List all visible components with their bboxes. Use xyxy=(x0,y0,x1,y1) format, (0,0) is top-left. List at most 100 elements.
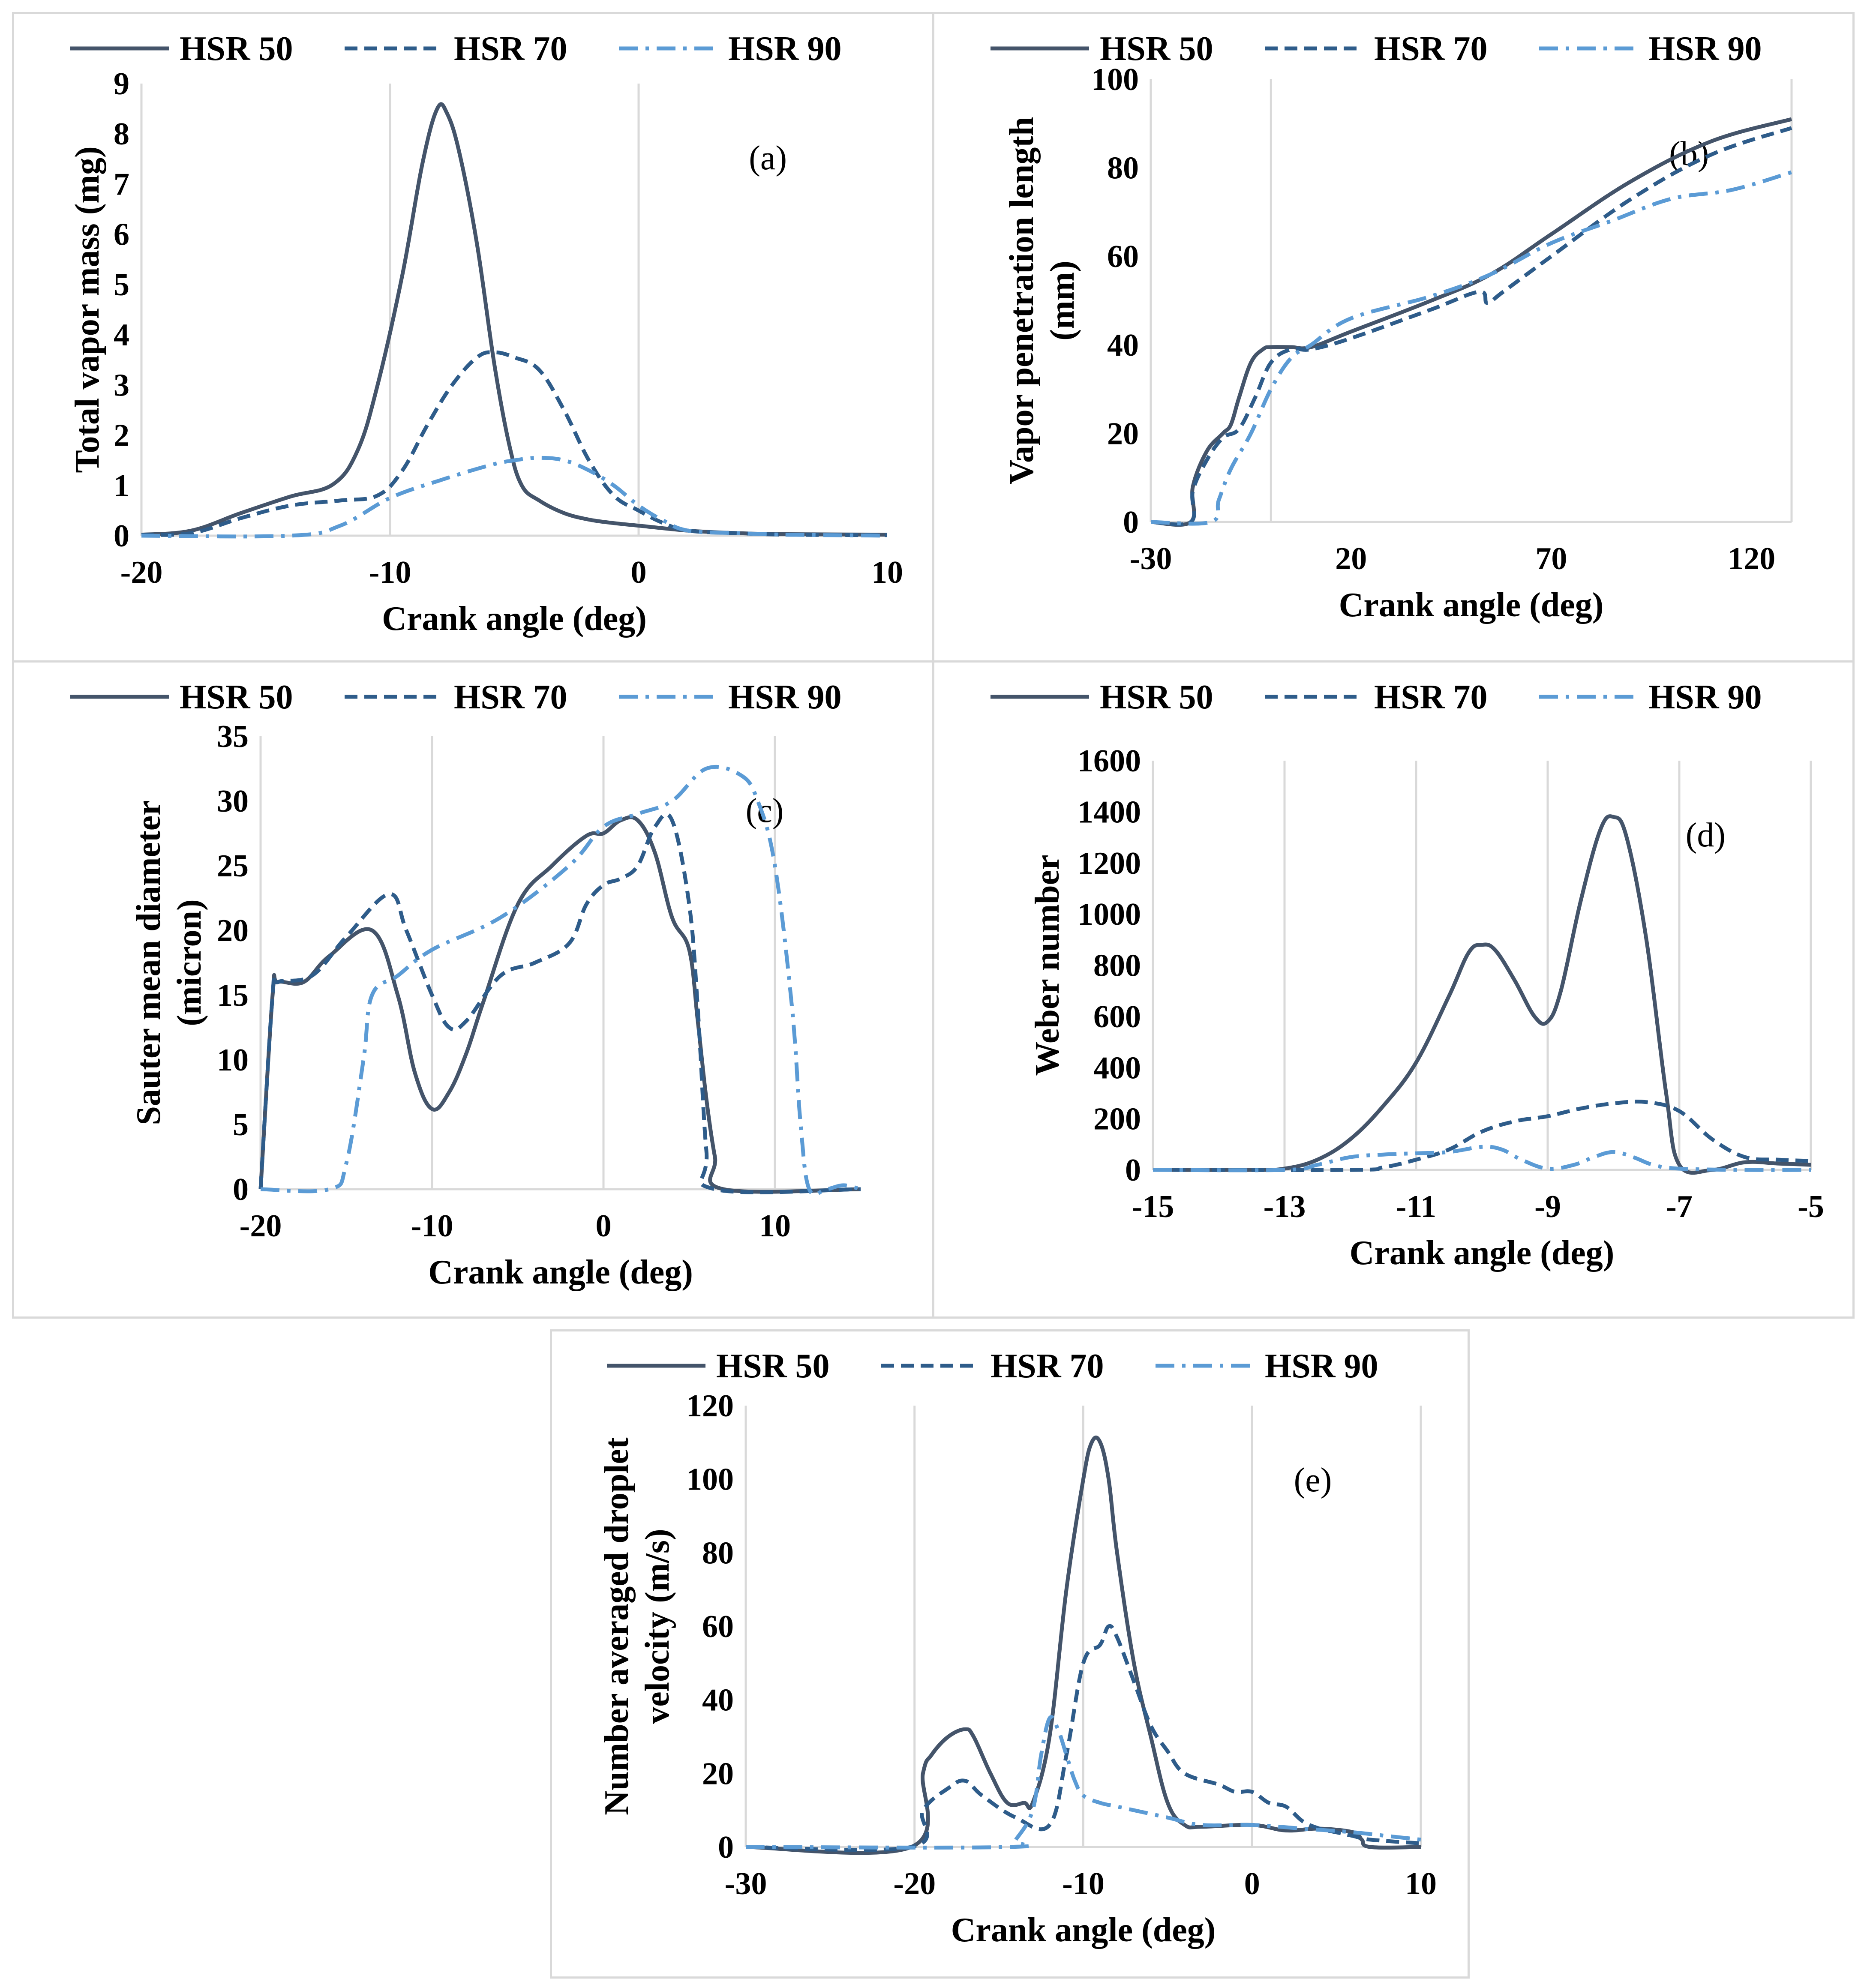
chart-panel-a: -20 -10 0 10 0 1 2 3 4 5 6 7 8 9 Crank angle (deg) Tota… xyxy=(14,14,932,660)
y-tick-label: 10 xyxy=(217,1043,249,1078)
y-tick-label: 6 xyxy=(114,217,129,252)
chart-panel-c: -20 -10 0 10 0 5 10 15 20 25 30 35 Crank angle (deg)… xyxy=(14,663,932,1316)
legend-label: HSR 90 xyxy=(1265,1347,1378,1385)
y-axis-label: Vapor penetration length xyxy=(1003,117,1041,485)
chart-d-svg: -15 -13 -11 -9 -7 -5 0 200 400 600 800 1000 1200 1400… xyxy=(991,678,1824,1272)
y-tick-label: 0 xyxy=(1125,1153,1141,1188)
series-line-hsr-50 xyxy=(141,102,888,537)
x-tick-label: -15 xyxy=(1132,1189,1174,1224)
y-tick-label: 40 xyxy=(1107,328,1139,363)
legend-label: HSR 70 xyxy=(991,1347,1104,1385)
x-tick-label: -13 xyxy=(1264,1189,1306,1224)
x-tick-label: 20 xyxy=(1335,541,1367,576)
x-axis-label: Crank angle (deg) xyxy=(1350,1234,1615,1272)
y-tick-label: 30 xyxy=(217,784,249,819)
y-tick-label: 60 xyxy=(702,1609,734,1644)
y-tick-label: 800 xyxy=(1093,948,1141,984)
y-axis-label: (mm) xyxy=(1044,261,1081,341)
y-tick-label: 25 xyxy=(217,849,249,884)
y-tick-label: 1 xyxy=(114,468,129,504)
chart-panel-b: -30 20 70 120 0 20 40 60 80 100 Crank angle (deg) V… xyxy=(934,14,1852,660)
series-line-hsr-50 xyxy=(1153,814,1811,1175)
panel-d-border xyxy=(932,660,1855,1319)
x-tick-label: -10 xyxy=(369,555,411,590)
x-tick-label: 10 xyxy=(759,1208,791,1244)
legend-label: HSR 70 xyxy=(1374,678,1488,716)
y-tick-label: 2 xyxy=(114,418,129,453)
y-tick-label: 0 xyxy=(1123,505,1139,540)
series-line-hsr-70 xyxy=(1153,1100,1811,1172)
legend-label: HSR 90 xyxy=(1648,678,1762,716)
y-tick-label: 1400 xyxy=(1078,795,1141,830)
series-line-hsr-90 xyxy=(260,765,861,1196)
y-tick-label: 100 xyxy=(686,1462,734,1497)
x-axis-label: Crank angle (deg) xyxy=(951,1911,1216,1949)
x-tick-label: 10 xyxy=(871,555,903,590)
x-tick-label: -20 xyxy=(120,555,163,590)
y-tick-label: 20 xyxy=(702,1756,734,1791)
x-axis-label: Crank angle (deg) xyxy=(1339,586,1604,624)
y-tick-label: 5 xyxy=(114,267,129,303)
x-axis-label: Crank angle (deg) xyxy=(382,600,647,638)
x-tick-label: -5 xyxy=(1798,1189,1824,1224)
x-tick-label: -11 xyxy=(1396,1189,1437,1224)
series-line-hsr-50 xyxy=(745,1435,1421,1855)
x-tick-label: -20 xyxy=(893,1866,936,1901)
x-tick-label: -30 xyxy=(725,1866,767,1901)
chart-a-svg: -20 -10 0 10 0 1 2 3 4 5 6 7 8 9 Crank angle (deg) Tota… xyxy=(69,30,903,638)
panel-label: (c) xyxy=(746,792,784,830)
x-tick-label: -10 xyxy=(411,1208,453,1244)
y-tick-label: 0 xyxy=(114,519,129,554)
y-tick-label: 1000 xyxy=(1078,897,1141,932)
y-tick-label: 100 xyxy=(1091,62,1139,97)
series-line-hsr-90 xyxy=(745,1715,1421,1850)
y-tick-label: 200 xyxy=(1093,1102,1141,1137)
x-tick-label: 0 xyxy=(631,555,647,590)
y-tick-label: 60 xyxy=(1107,239,1139,274)
x-axis-label: Crank angle (deg) xyxy=(428,1253,693,1291)
y-tick-label: 5 xyxy=(233,1107,249,1142)
y-axis-label: Sauter mean diameter xyxy=(130,800,168,1125)
panel-label: (a) xyxy=(749,139,787,177)
series-line-hsr-50 xyxy=(1150,117,1792,527)
legend-label: HSR 50 xyxy=(180,30,293,68)
y-tick-label: 80 xyxy=(1107,151,1139,186)
legend-label: HSR 90 xyxy=(1648,30,1762,68)
y-tick-label: 35 xyxy=(217,719,249,754)
series-line-hsr-70 xyxy=(1150,126,1792,527)
y-axis-label: Number averaged droplet xyxy=(598,1437,636,1815)
x-tick-label: 0 xyxy=(1244,1866,1260,1901)
legend-label: HSR 50 xyxy=(1100,678,1213,716)
y-tick-label: 400 xyxy=(1093,1050,1141,1085)
x-tick-label: -9 xyxy=(1534,1189,1561,1224)
y-tick-label: 120 xyxy=(686,1388,734,1424)
y-tick-label: 0 xyxy=(233,1172,249,1207)
series-line-hsr-90 xyxy=(141,456,888,539)
x-tick-label: -10 xyxy=(1062,1866,1105,1901)
panel-e-border xyxy=(550,1329,1470,1979)
y-tick-label: 0 xyxy=(718,1830,734,1865)
y-axis-label: Weber number xyxy=(1029,855,1066,1076)
chart-panel-e: -30 -20 -10 0 10 0 20 40 60 80 100 120 Crank angle (… xyxy=(552,1331,1468,1976)
y-tick-label: 8 xyxy=(114,117,129,152)
series-line-hsr-70 xyxy=(745,1624,1421,1852)
x-tick-label: 10 xyxy=(1405,1866,1437,1901)
y-axis-label: velocity (m/s) xyxy=(639,1529,676,1724)
x-tick-label: 70 xyxy=(1535,541,1567,576)
y-tick-label: 20 xyxy=(1107,416,1139,451)
legend-label: HSR 70 xyxy=(454,678,567,716)
y-tick-label: 80 xyxy=(702,1535,734,1571)
legend-label: HSR 50 xyxy=(1100,30,1213,68)
y-tick-label: 7 xyxy=(114,167,129,202)
y-tick-label: 1200 xyxy=(1078,846,1141,881)
y-axis-label: Total vapor mass (mg) xyxy=(69,146,106,473)
series-line-hsr-90 xyxy=(1150,170,1792,526)
y-tick-label: 20 xyxy=(217,913,249,948)
x-tick-label: -7 xyxy=(1666,1189,1693,1224)
panel-label: (d) xyxy=(1686,816,1726,854)
legend-label: HSR 70 xyxy=(454,30,567,68)
chart-panel-d: -15 -13 -11 -9 -7 -5 0 200 400 600 800 1000 1200 1400… xyxy=(934,663,1852,1316)
y-tick-label: 9 xyxy=(114,66,129,102)
y-tick-label: 3 xyxy=(114,368,129,403)
